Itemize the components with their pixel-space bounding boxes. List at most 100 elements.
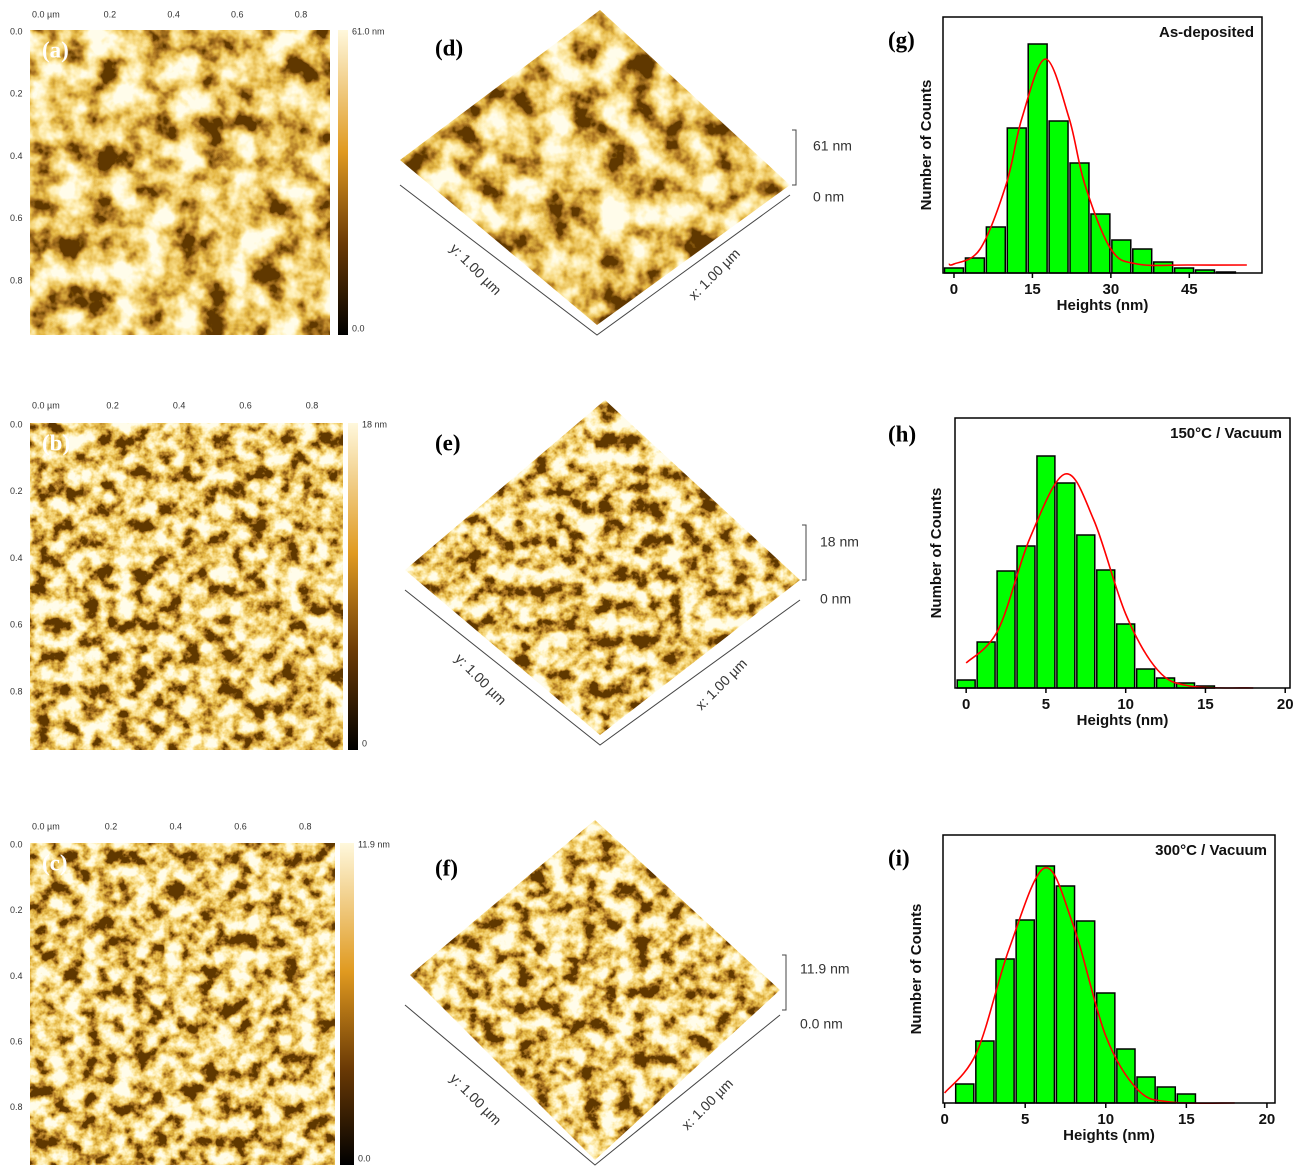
x-tick-label: 0.8 [295, 9, 308, 19]
afm-image [30, 30, 330, 335]
z-scale-label: 0 nm [820, 591, 851, 607]
x-tick-label: 10 [1117, 696, 1134, 713]
scale-label: 11.9 nm [358, 839, 390, 849]
z-scale-label: 0.0 nm [800, 1016, 843, 1032]
y-tick-label: 0.6 [10, 1037, 23, 1047]
plot-frame [954, 417, 1291, 689]
x-tick-label: 0.0 µm [32, 821, 60, 831]
panel-label: (d) [435, 35, 463, 60]
x-tick-label: 15 [1197, 696, 1214, 713]
fit-curve [965, 473, 1254, 689]
x-tick-label: 0.2 [104, 9, 117, 19]
x-tick-label: 45 [1181, 281, 1198, 298]
x-tick-label: 0.6 [239, 400, 252, 410]
color-bar [338, 30, 348, 335]
axis-label: y: 1.00 µm [447, 240, 505, 298]
y-tick-label: 0.8 [10, 1102, 23, 1112]
bar [1056, 482, 1076, 689]
x-tick-label: 0.4 [169, 821, 182, 831]
z-scale-label: 0 nm [813, 189, 844, 205]
bar [954, 1083, 975, 1104]
axis-label: x: 1.00 µm [678, 1075, 736, 1133]
scale-label: 0.0 [352, 323, 365, 333]
panel-label: (c) [42, 850, 68, 875]
panel-label: (g) [888, 27, 915, 52]
bar [1035, 865, 1056, 1104]
axis-label: y: 1.00 µm [452, 650, 510, 708]
x-tick-label: 0.8 [299, 821, 312, 831]
chart-title: 300°C / Vacuum [1155, 842, 1267, 859]
x-tick-label: 15 [1178, 1111, 1195, 1128]
bar [1095, 992, 1116, 1104]
x-axis-label: Heights (nm) [1063, 1127, 1155, 1144]
bar [976, 641, 996, 689]
chart-title: As-deposited [1159, 24, 1254, 41]
x-axis-label: Heights (nm) [1077, 712, 1169, 729]
x-tick-label: 5 [1021, 1111, 1029, 1128]
x-tick-label: 15 [1024, 281, 1041, 298]
y-tick-label: 0.2 [10, 905, 23, 915]
plot-frame [942, 834, 1276, 1104]
bar [1111, 239, 1132, 274]
x-tick-label: 0.4 [167, 9, 180, 19]
bar [1155, 677, 1176, 689]
scale-label: 0 [362, 738, 367, 748]
plot-frame [942, 16, 1263, 274]
y-tick-label: 0.4 [10, 971, 23, 981]
scale-label: 0.0 [358, 1153, 371, 1163]
bar [1069, 162, 1090, 274]
y-tick-label: 0.8 [10, 275, 23, 285]
afm-image [30, 423, 343, 750]
bar [1006, 127, 1027, 274]
y-tick-label: 0.2 [10, 486, 23, 496]
fit-curve [948, 58, 1247, 267]
color-bar [348, 423, 358, 750]
bar [1027, 43, 1048, 274]
x-tick-label: 0.0 µm [32, 400, 60, 410]
bar [1176, 1093, 1197, 1104]
y-tick-label: 0.4 [10, 553, 23, 563]
x-tick-label: 0 [940, 1111, 948, 1128]
z-scale-label: 11.9 nm [800, 961, 850, 977]
z-scale-label: 18 nm [820, 534, 859, 550]
scale-label: 18 nm [362, 419, 387, 429]
scale-label: 61.0 nm [352, 26, 385, 36]
axis-label: x: 1.00 µm [692, 655, 750, 713]
x-tick-label: 20 [1277, 696, 1294, 713]
chart-title: 150°C / Vacuum [1170, 425, 1282, 442]
x-tick-label: 0.0 µm [32, 9, 60, 19]
x-tick-label: 0.6 [231, 9, 244, 19]
y-tick-label: 0.2 [10, 89, 23, 99]
x-tick-label: 5 [1042, 696, 1050, 713]
x-tick-label: 0.2 [105, 821, 118, 831]
panel-label: (a) [42, 37, 69, 62]
bar [1115, 623, 1136, 689]
panel-label: (i) [888, 845, 910, 870]
x-tick-label: 0.8 [306, 400, 319, 410]
y-axis-label: Number of Counts [928, 488, 945, 619]
panel-label: (f) [435, 855, 458, 880]
surface-3d [410, 820, 780, 1160]
x-tick-label: 0 [950, 281, 958, 298]
axis-label: y: 1.00 µm [447, 1070, 505, 1128]
x-tick-label: 0.4 [173, 400, 186, 410]
panel-label: (h) [888, 421, 916, 446]
y-tick-label: 0.0 [10, 839, 23, 849]
bar [1036, 455, 1056, 689]
x-tick-label: 20 [1259, 1111, 1276, 1128]
afm-image [30, 843, 335, 1165]
bar [1055, 885, 1076, 1104]
bar [1015, 919, 1036, 1104]
panel-label: (b) [42, 430, 70, 455]
z-scale-label: 61 nm [813, 138, 852, 154]
x-tick-label: 10 [1097, 1111, 1114, 1128]
x-axis-label: Heights (nm) [1057, 297, 1149, 314]
x-tick-label: 0.6 [234, 821, 247, 831]
y-tick-label: 0.8 [10, 686, 23, 696]
color-bar [340, 843, 354, 1165]
surface-3d [400, 10, 790, 325]
bar [956, 679, 976, 689]
y-axis-label: Number of Counts [918, 80, 935, 211]
